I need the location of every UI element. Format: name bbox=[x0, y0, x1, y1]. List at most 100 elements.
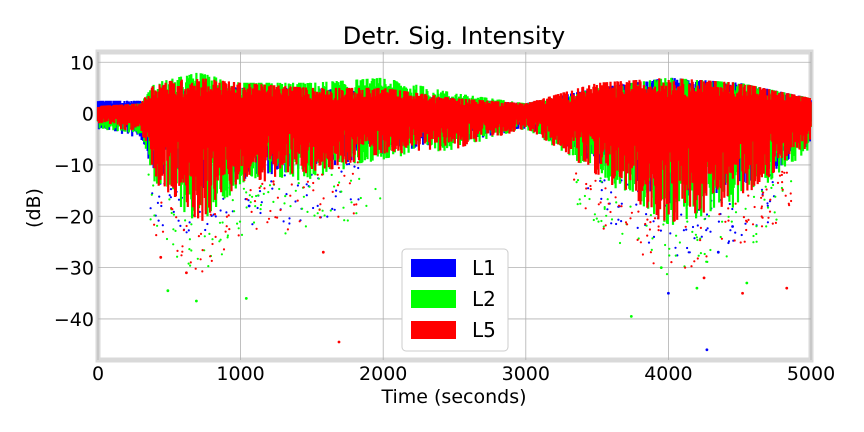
scatter-point bbox=[226, 234, 229, 237]
scatter-point bbox=[744, 222, 747, 225]
scatter-point bbox=[351, 172, 354, 175]
scatter-point bbox=[764, 185, 767, 188]
outlier-point bbox=[244, 297, 248, 300]
y-tick-label: −30 bbox=[54, 258, 94, 280]
scatter-point bbox=[271, 187, 274, 190]
scatter-point bbox=[651, 237, 654, 240]
scatter-point bbox=[610, 218, 614, 221]
scatter-point bbox=[785, 171, 789, 174]
scatter-point bbox=[337, 166, 340, 169]
scatter-point bbox=[158, 195, 161, 198]
scatter-point bbox=[755, 240, 758, 243]
scatter-point bbox=[624, 221, 628, 224]
scatter-point bbox=[645, 224, 648, 227]
scatter-point bbox=[306, 180, 309, 183]
scatter-point bbox=[214, 215, 217, 218]
scatter-point bbox=[765, 188, 768, 191]
scatter-point bbox=[326, 215, 329, 218]
scatter-point bbox=[267, 191, 270, 194]
scatter-point bbox=[620, 205, 623, 208]
scatter-point bbox=[267, 217, 271, 220]
scatter-point bbox=[317, 177, 320, 180]
scatter-point bbox=[198, 210, 201, 213]
outlier-point bbox=[337, 340, 341, 344]
outlier-point bbox=[731, 225, 734, 228]
scatter-point bbox=[690, 265, 693, 268]
scatter-point bbox=[170, 211, 173, 215]
scatter-point bbox=[707, 215, 711, 218]
scatter-point bbox=[637, 210, 640, 213]
scatter-point bbox=[760, 225, 764, 228]
scatter-point bbox=[312, 206, 315, 210]
scatter-point bbox=[308, 185, 311, 188]
scatter-point bbox=[617, 218, 620, 221]
scatter-point bbox=[319, 216, 322, 219]
scatter-point bbox=[760, 196, 763, 199]
scatter-point bbox=[302, 186, 305, 189]
scatter-point bbox=[747, 218, 750, 221]
scatter-point bbox=[620, 220, 623, 223]
scatter-point bbox=[685, 228, 688, 231]
scatter-point bbox=[659, 229, 663, 232]
scatter-point bbox=[761, 216, 764, 219]
scatter-point bbox=[703, 218, 706, 221]
scatter-point bbox=[180, 254, 183, 257]
scatter-point bbox=[294, 189, 297, 192]
scatter-point bbox=[709, 248, 712, 252]
scatter-point bbox=[573, 178, 576, 181]
scatter-point bbox=[753, 205, 756, 209]
scatter-point bbox=[176, 255, 179, 258]
scatter-point bbox=[152, 184, 155, 187]
scatter-point bbox=[776, 181, 780, 184]
scatter-point bbox=[630, 211, 634, 214]
scatter-point bbox=[669, 232, 672, 235]
scatter-point bbox=[774, 195, 777, 198]
scatter-point bbox=[674, 254, 677, 257]
scatter-point bbox=[340, 170, 343, 173]
scatter-point bbox=[578, 198, 581, 201]
scatter-point bbox=[283, 202, 286, 205]
scatter-point bbox=[176, 249, 179, 252]
scatter-point bbox=[177, 219, 180, 222]
scatter-point bbox=[284, 232, 287, 235]
scatter-point bbox=[161, 230, 165, 233]
scatter-point bbox=[156, 224, 159, 227]
outlier-point bbox=[785, 286, 789, 290]
scatter-point bbox=[691, 230, 694, 233]
scatter-point bbox=[680, 213, 683, 216]
scatter-point bbox=[240, 233, 244, 236]
scatter-point bbox=[203, 249, 206, 252]
scatter-point bbox=[592, 218, 595, 222]
scatter-point bbox=[258, 190, 262, 193]
scatter-point bbox=[644, 222, 647, 226]
scatter-point bbox=[209, 255, 212, 258]
scatter-point bbox=[697, 254, 700, 257]
scatter-point bbox=[615, 222, 618, 226]
scatter-point bbox=[727, 215, 730, 218]
scatter-point bbox=[790, 180, 793, 183]
scatter-point bbox=[585, 182, 588, 186]
scatter-point bbox=[767, 216, 770, 219]
scatter-point bbox=[251, 223, 254, 226]
scatter-point bbox=[337, 215, 340, 218]
scatter-point bbox=[316, 173, 319, 176]
scatter-point bbox=[686, 220, 689, 223]
scatter-point bbox=[190, 223, 193, 226]
scatter-point bbox=[282, 220, 285, 223]
scatter-point bbox=[329, 209, 332, 212]
scatter-point bbox=[199, 258, 202, 261]
scatter-point bbox=[147, 173, 150, 176]
scatter-point bbox=[333, 185, 336, 188]
scatter-point bbox=[231, 199, 234, 202]
scatter-point bbox=[206, 222, 209, 226]
scatter-point bbox=[766, 202, 769, 205]
scatter-point bbox=[321, 209, 324, 212]
scatter-point bbox=[263, 187, 266, 190]
scatter-point bbox=[593, 213, 597, 216]
scatter-point bbox=[194, 267, 197, 270]
scatter-point bbox=[252, 221, 256, 224]
scatter-point bbox=[646, 218, 649, 221]
scatter-point bbox=[224, 230, 227, 233]
scatter-point bbox=[771, 222, 774, 225]
scatter-point bbox=[725, 255, 728, 258]
